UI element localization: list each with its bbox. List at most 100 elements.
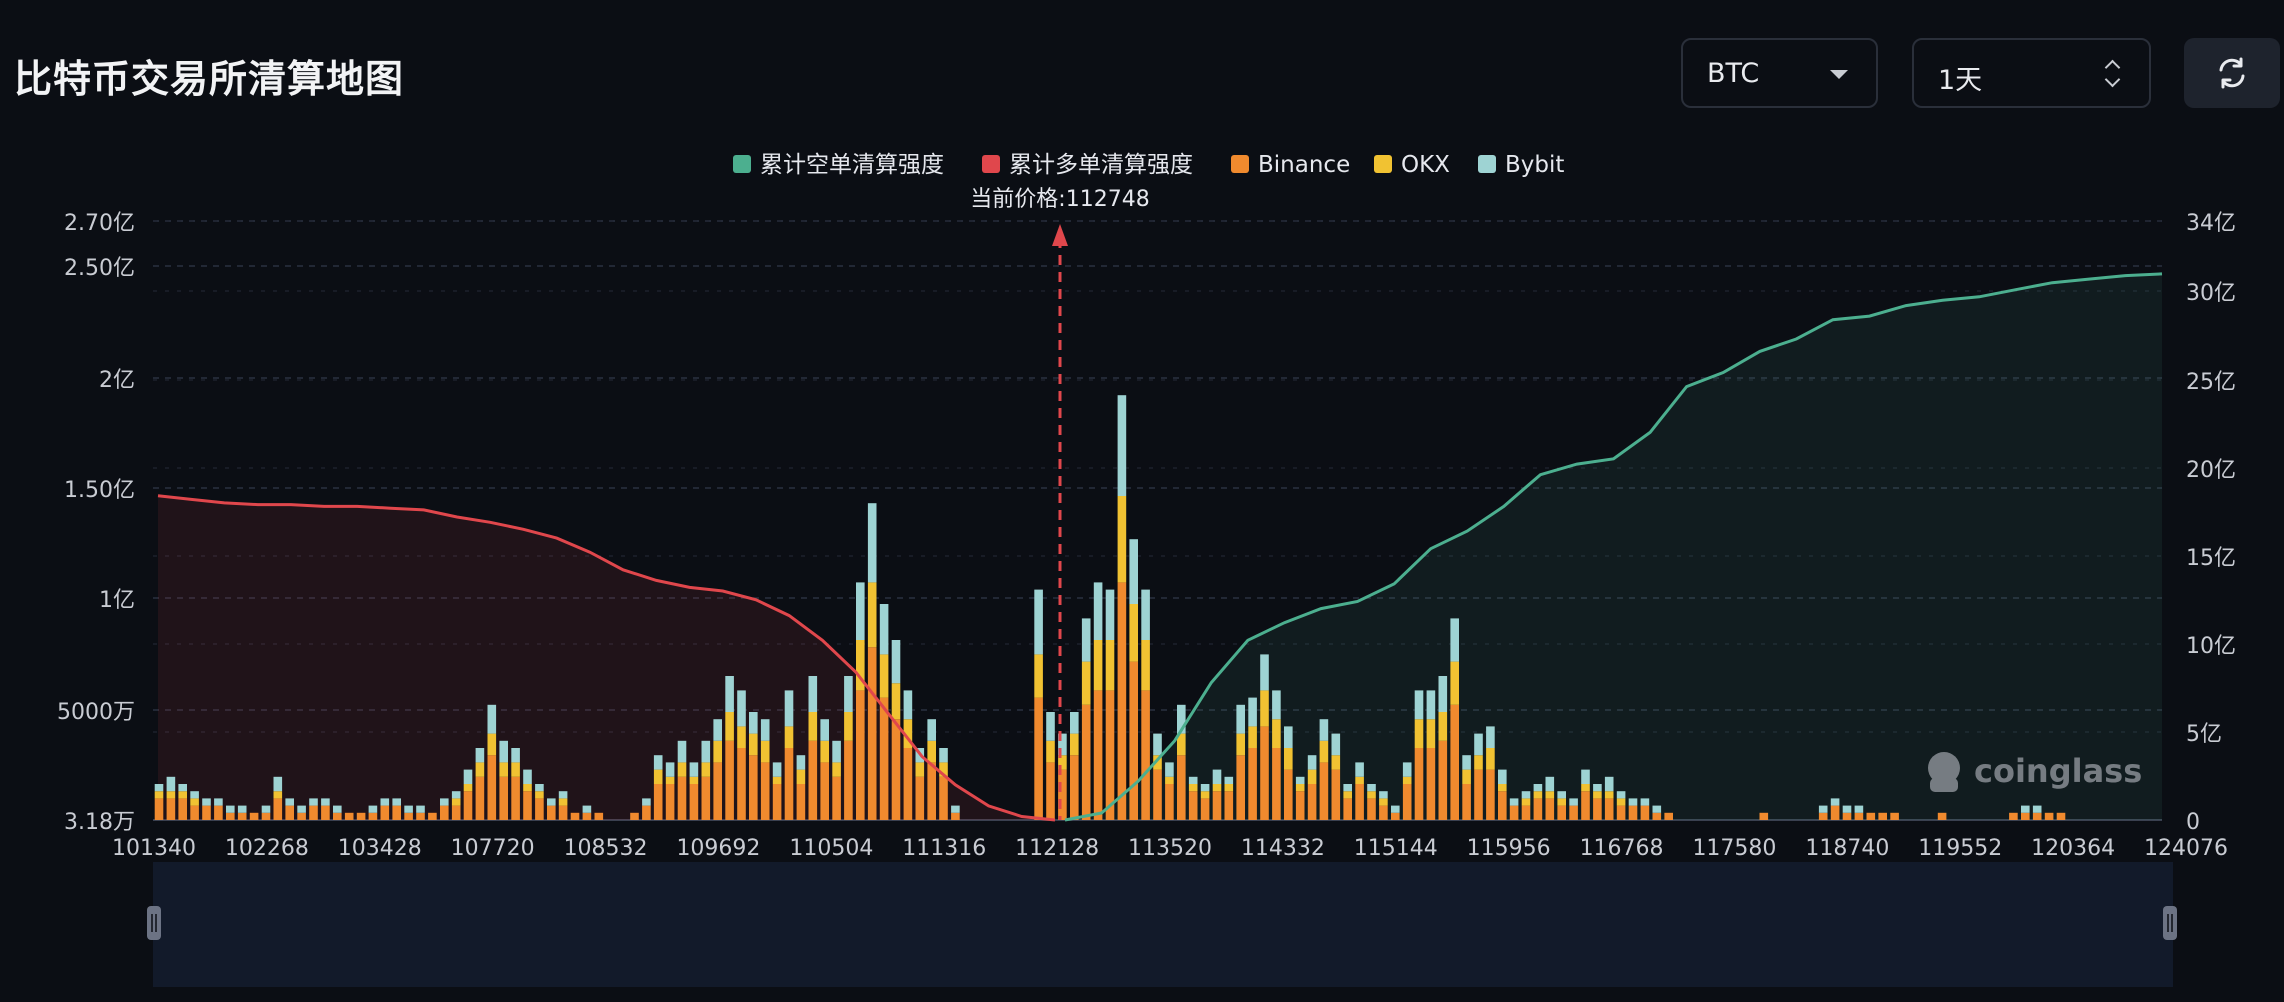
legend-label: Binance: [1258, 152, 1350, 178]
bybit-bar: [392, 798, 401, 806]
bybit-bar: [1081, 618, 1091, 662]
okx-bar: [867, 582, 877, 648]
x-tick-label: 115956: [1467, 836, 1551, 861]
okx-bar: [725, 712, 734, 741]
legend-item[interactable]: 累计多单清算强度: [982, 152, 1193, 178]
interval-select[interactable]: 1天: [1912, 38, 2151, 108]
bybit-bar: [1830, 798, 1840, 806]
binance-bar: [737, 748, 746, 820]
y-right-tick-label: 5亿: [2186, 722, 2222, 747]
x-tick-label: 115144: [1354, 836, 1438, 861]
legend-item[interactable]: Binance: [1231, 152, 1350, 178]
binance-bar: [1426, 748, 1436, 820]
okx-bar: [190, 798, 199, 806]
bybit-bar: [867, 503, 877, 583]
bybit-bar: [1486, 726, 1495, 748]
binance-bar: [1474, 769, 1483, 820]
current-price-label: 当前价格:112748: [970, 187, 1149, 212]
okx-bar: [677, 762, 687, 777]
binance-bar: [879, 697, 889, 820]
chevron-down-icon: [1830, 70, 1848, 79]
bybit-bar: [1545, 776, 1555, 792]
bybit-bar: [1450, 618, 1459, 662]
bybit-bar: [927, 719, 936, 741]
bybit-bar: [1652, 805, 1662, 813]
cumulative-curves: [157, 272, 2163, 822]
binance-bar: [333, 812, 342, 820]
binance-bar: [297, 812, 306, 820]
okx-bar: [1105, 640, 1115, 691]
legend-swatch: [733, 155, 751, 173]
refresh-icon: [2219, 57, 2245, 89]
y-right-tick-label: 0: [2186, 810, 2200, 835]
binance-bar: [1153, 769, 1162, 820]
okx-bar: [166, 791, 176, 799]
binance-bar: [416, 812, 425, 820]
okx-bar: [463, 784, 473, 792]
binance-bar: [867, 647, 877, 820]
okx-bar: [1141, 640, 1150, 691]
binance-bar: [1188, 791, 1198, 820]
range-slider[interactable]: [147, 862, 2177, 987]
x-tick-label: 117580: [1692, 836, 1776, 861]
bybit-bar: [1141, 589, 1150, 640]
range-slider-left-handle[interactable]: [147, 906, 161, 940]
chart-legend[interactable]: 累计空单清算强度 累计多单清算强度 Binance OKX Bybit: [733, 152, 1564, 178]
okx-bar: [903, 719, 913, 748]
binance-bar: [1402, 784, 1412, 820]
bybit-bar: [1498, 769, 1507, 784]
binance-bar: [582, 812, 592, 820]
bybit-bar: [1426, 690, 1436, 720]
bybit-bar: [261, 805, 271, 813]
bybit-bar: [1236, 704, 1245, 734]
symbol-select[interactable]: BTC: [1681, 38, 1878, 108]
binance-bar: [1058, 769, 1067, 820]
okx-bar: [1498, 784, 1507, 792]
bybit-bar: [665, 762, 675, 777]
bybit-bar: [1616, 791, 1626, 799]
watermark-text: coinglass: [1974, 752, 2142, 790]
okx-bar: [1117, 496, 1127, 583]
bybit-bar: [713, 719, 722, 741]
bybit-bar: [285, 798, 294, 806]
okx-bar: [927, 740, 936, 763]
bybit-bar: [511, 748, 520, 763]
binance-bar: [523, 791, 532, 820]
bybit-bar: [1402, 762, 1412, 777]
okx-bar: [1272, 719, 1281, 748]
current-price-arrow: [1052, 224, 1068, 246]
binance-bar: [939, 776, 948, 820]
legend-item[interactable]: 累计空单清算强度: [733, 152, 944, 178]
binance-bar: [1129, 661, 1138, 820]
x-tick-label: 109692: [676, 836, 760, 861]
bybit-bar: [273, 776, 283, 792]
okx-bar: [1604, 791, 1614, 799]
binance-bar: [1117, 582, 1127, 820]
binance-bar: [1557, 805, 1566, 820]
bybit-bar: [1438, 676, 1448, 712]
bybit-bar: [749, 712, 758, 734]
range-slider-track[interactable]: [153, 862, 2173, 987]
binance-bar: [570, 812, 580, 820]
okx-bar: [1450, 661, 1459, 705]
range-slider-right-handle[interactable]: [2163, 906, 2177, 940]
x-tick-label: 108532: [564, 836, 648, 861]
binance-bar: [451, 805, 461, 820]
okx-bar: [1593, 791, 1602, 799]
legend-item[interactable]: OKX: [1374, 152, 1450, 178]
binance-bar: [428, 812, 437, 820]
bybit-bar: [309, 798, 318, 806]
short-cumulative-curve: [1064, 272, 2163, 822]
binance-bar: [285, 805, 294, 820]
binance-bar: [1046, 762, 1055, 820]
binance-bar: [1070, 755, 1079, 820]
legend-item[interactable]: Bybit: [1478, 152, 1564, 178]
refresh-button[interactable]: [2184, 38, 2280, 108]
okx-bar: [1486, 748, 1495, 770]
bybit-bar: [1165, 762, 1174, 777]
bybit-bar: [1153, 733, 1162, 756]
bybit-bar: [1474, 733, 1483, 756]
bybit-bar: [1070, 712, 1079, 734]
bybit-bar: [226, 805, 235, 813]
bybit-bar: [190, 791, 199, 799]
